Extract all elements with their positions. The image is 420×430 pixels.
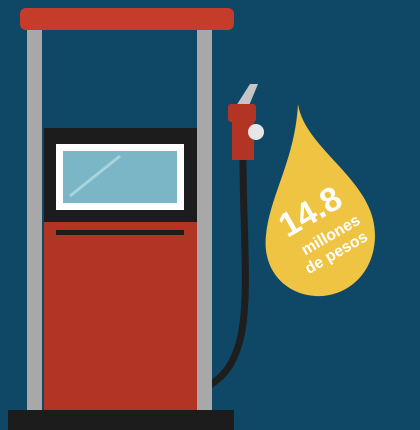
nozzle-head xyxy=(228,104,256,122)
post-left xyxy=(27,28,42,413)
screen-glare xyxy=(69,154,121,198)
pump-body xyxy=(44,222,197,412)
nozzle-tip xyxy=(236,84,258,108)
post-right xyxy=(197,28,212,413)
slot xyxy=(56,230,184,235)
base xyxy=(8,410,234,430)
hose xyxy=(207,159,249,388)
screen xyxy=(63,151,177,203)
nozzle-cap xyxy=(248,124,264,140)
pump-top xyxy=(20,8,234,30)
nozzle-handle xyxy=(232,120,254,160)
drop xyxy=(265,104,375,297)
